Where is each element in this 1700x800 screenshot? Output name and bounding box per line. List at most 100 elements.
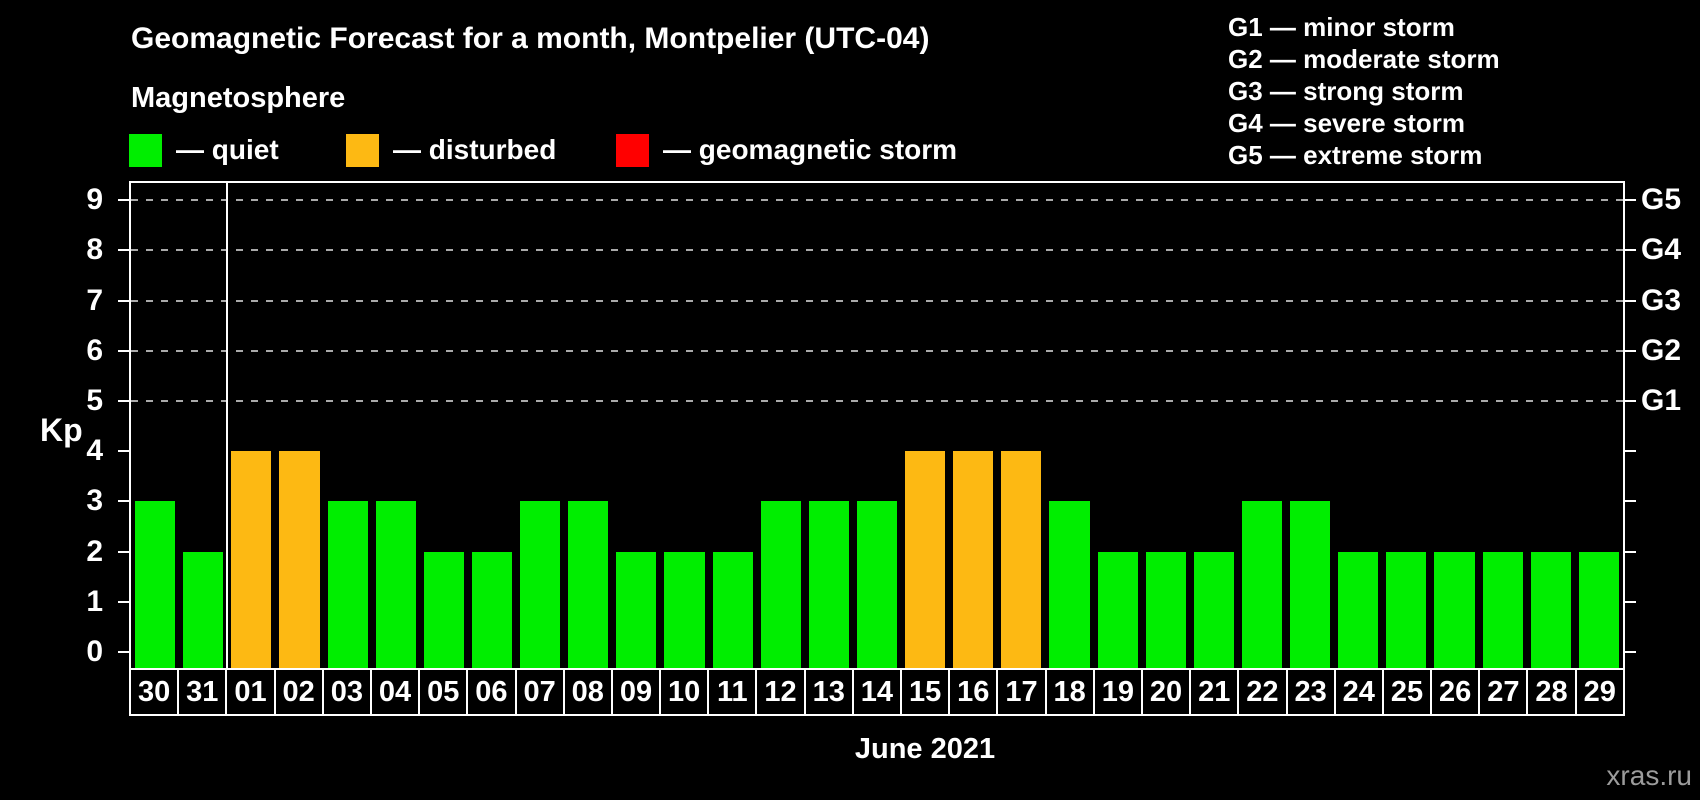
right-axis-label-g5: G5 — [1641, 183, 1682, 217]
kp-bar-day-30 — [135, 501, 176, 668]
day-cell-17: 17 — [998, 670, 1047, 714]
legend-item-disturbed: — disturbed — [346, 133, 556, 167]
y-axis-tick-left — [118, 600, 129, 603]
storm-color-swatch — [616, 133, 649, 167]
y-axis-tick-right — [1625, 651, 1636, 653]
storm-scale-legend: G1 — minor storm G2 — moderate storm G3 … — [1228, 11, 1500, 171]
y-axis-tick-right — [1625, 400, 1636, 402]
kp-bar-day-11 — [712, 551, 753, 668]
storm-scale-g2: G2 — moderate storm — [1228, 44, 1500, 74]
legend-item-storm: — geomagnetic storm — [616, 133, 957, 167]
y-tick-label-8: 8 — [86, 233, 103, 267]
kp-bar-day-22 — [1241, 501, 1283, 668]
day-cell-23: 23 — [1288, 670, 1336, 714]
watermark: xras.ru — [1606, 760, 1692, 791]
kp-bar-day-16 — [953, 451, 994, 668]
day-cell-04: 04 — [372, 670, 421, 714]
storm-scale-g3: G3 — strong storm — [1228, 76, 1464, 106]
y-axis-tick-left — [118, 500, 129, 503]
day-cell-29: 29 — [1583, 675, 1616, 708]
y-axis-tick-right — [1625, 550, 1636, 553]
y-axis-tick-left — [118, 349, 129, 352]
right-axis-label-g3: G3 — [1641, 283, 1682, 317]
y-axis-tick-left — [118, 400, 129, 402]
right-axis-label-g4: G4 — [1641, 233, 1682, 267]
kp-bar-day-21 — [1193, 551, 1234, 668]
y-tick-label-4: 4 — [86, 434, 103, 468]
kp-bar-day-02 — [279, 451, 320, 668]
day-cell-26: 26 — [1432, 670, 1481, 714]
chart-subtitle: Magnetosphere — [131, 82, 346, 114]
kp-bar-day-19 — [1097, 551, 1138, 668]
day-cell-13: 13 — [806, 670, 854, 714]
month-separator-line — [226, 183, 229, 668]
disturbed-color-swatch — [346, 133, 379, 167]
kp-bar-day-08 — [568, 501, 609, 668]
kp-bar-day-29 — [1578, 551, 1619, 668]
day-cell-20: 20 — [1143, 670, 1192, 714]
storm-scale-g1: G1 — minor storm — [1228, 12, 1455, 42]
y-tick-label-3: 3 — [86, 484, 103, 518]
day-cell-27: 27 — [1480, 670, 1529, 714]
legend-label-storm: — geomagnetic storm — [663, 134, 958, 165]
y-axis-tick-left — [118, 199, 129, 202]
y-tick-label-9: 9 — [86, 183, 103, 217]
kp-bar-day-07 — [520, 501, 561, 668]
y-tick-label-1: 1 — [86, 584, 103, 618]
gridline-kp5 — [131, 400, 1623, 402]
day-cell-07: 07 — [517, 670, 565, 714]
kp-bar-day-03 — [327, 501, 368, 668]
kp-bar-day-13 — [808, 501, 849, 668]
y-axis-tick-right — [1625, 500, 1636, 503]
day-cell-21: 21 — [1191, 670, 1240, 714]
kp-bar-day-06 — [471, 551, 513, 668]
day-cell-08: 08 — [565, 670, 613, 714]
kp-bar-day-12 — [760, 501, 801, 668]
kp-bar-day-15 — [905, 451, 946, 668]
y-tick-label-5: 5 — [86, 384, 103, 417]
day-cell-10: 10 — [661, 670, 710, 714]
day-cell-19: 19 — [1095, 670, 1143, 714]
kp-bar-day-01 — [231, 451, 272, 668]
legend-item-quiet: — quiet — [129, 133, 279, 167]
right-axis-label-g2: G2 — [1641, 333, 1682, 367]
kp-bar-day-25 — [1386, 551, 1427, 668]
day-cell-28: 28 — [1528, 670, 1577, 714]
kp-bar-day-27 — [1482, 551, 1523, 668]
y-axis-tick-left — [118, 550, 129, 553]
kp-bar-day-04 — [375, 501, 416, 668]
legend-label-disturbed: — disturbed — [393, 134, 557, 165]
chart-title: Geomagnetic Forecast for a month, Montpe… — [131, 22, 930, 55]
x-axis-day-labels: 30 31 01 02 03 04 05 06 07 08 09 10 11 12 13 14 15 16 17 18… — [129, 668, 1625, 716]
y-axis-tick-right — [1625, 249, 1636, 252]
x-axis-title: June 2021 — [854, 733, 996, 765]
plot-area: 0 1 2 3 4 5 G1 6 G2 7 G3 8 G4 9 G5 — [86, 181, 1681, 668]
y-axis-tick-right — [1625, 199, 1636, 202]
right-axis-label-g1: G1 — [1641, 384, 1682, 417]
day-cell-12: 12 — [757, 670, 806, 714]
kp-bar-day-17 — [1001, 451, 1042, 668]
day-cell-01: 01 — [227, 670, 276, 714]
day-cell-05: 05 — [420, 670, 469, 714]
day-cell-15: 15 — [902, 670, 951, 714]
legend-label-quiet: — quiet — [176, 134, 279, 165]
y-axis-tick-right — [1625, 349, 1636, 352]
y-tick-label-2: 2 — [86, 534, 103, 568]
day-cell-06: 06 — [468, 670, 517, 714]
y-axis-tick-left — [118, 249, 129, 252]
storm-scale-g5: G5 — extreme storm — [1228, 140, 1483, 170]
storm-scale-g4: G4 — severe storm — [1228, 108, 1466, 138]
day-cell-09: 09 — [613, 670, 662, 714]
kp-bar-day-09 — [616, 551, 657, 668]
kp-bar-day-14 — [856, 501, 898, 668]
y-tick-label-7: 7 — [86, 283, 103, 317]
gridline-kp9 — [131, 199, 1623, 202]
y-axis-title: Kp — [40, 412, 83, 448]
kp-bar-day-20 — [1145, 551, 1186, 668]
kp-bar-day-31 — [183, 551, 224, 668]
day-cell-30: 30 — [131, 670, 180, 714]
kp-bar-day-05 — [423, 551, 464, 668]
day-cell-03: 03 — [324, 670, 372, 714]
y-axis-tick-left — [118, 299, 129, 302]
kp-bar-day-23 — [1290, 501, 1331, 668]
